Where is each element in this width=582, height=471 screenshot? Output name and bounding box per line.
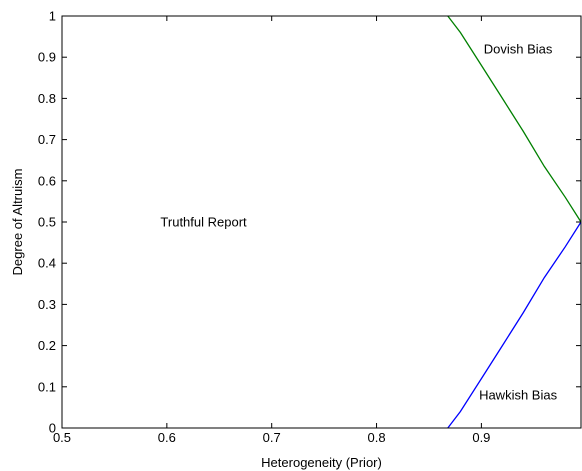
annotation-label: Dovish Bias	[484, 41, 553, 56]
annotation-label: Truthful Report	[160, 215, 247, 230]
annotations: Truthful Report Dovish Bias Hawkish Bias	[160, 41, 557, 402]
y-tick-label: 0.1	[38, 379, 56, 394]
x-tick-label: 0.7	[263, 430, 281, 445]
y-tick-label: 0.9	[38, 50, 56, 65]
y-tick-label: 0.8	[38, 91, 56, 106]
y-tick-label: 0.4	[38, 256, 56, 271]
y-tick-label: 0.6	[38, 173, 56, 188]
axis-ticks	[61, 15, 581, 429]
hawkish-bias-line	[447, 221, 582, 429]
dovish-bias-line	[447, 15, 582, 223]
y-tick-label: 0.5	[38, 215, 56, 230]
x-tick-label: 0.9	[472, 430, 490, 445]
x-tick-label: 0.8	[368, 430, 386, 445]
x-axis-label: Heterogeneity (Prior)	[261, 455, 382, 470]
tick-labels: 0.5 0.6 0.7 0.8 0.9 0 0.1 0.2 0.3 0.4 0.5 0.6 0.7 0.8…	[38, 9, 491, 446]
y-tick-label: 1	[49, 9, 56, 24]
annotation-label: Hawkish Bias	[479, 388, 558, 403]
x-tick-label: 0.6	[158, 430, 176, 445]
plot-area-frame	[61, 15, 582, 429]
y-tick-label: 0.3	[38, 297, 56, 312]
series-lines	[447, 15, 582, 429]
x-tick-label: 0.5	[53, 430, 71, 445]
y-axis-label: Degree of Altruism	[10, 169, 25, 276]
y-tick-label: 0.7	[38, 132, 56, 147]
y-tick-label: 0	[49, 421, 56, 436]
y-tick-label: 0.2	[38, 338, 56, 353]
